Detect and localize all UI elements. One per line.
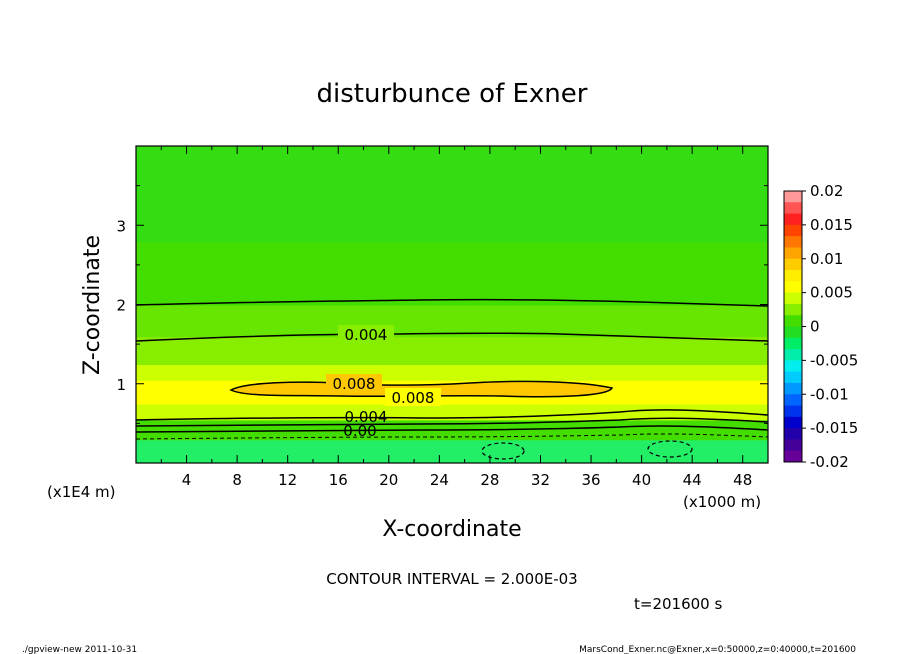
colorbar-swatch	[784, 439, 802, 452]
x-unit-left: (x1E4 m)	[47, 483, 116, 501]
band-8	[136, 146, 768, 243]
y-axis-label: Z-coordinate	[80, 235, 105, 375]
filled-contours	[136, 146, 768, 463]
colorbar-swatch	[784, 213, 802, 226]
contour-label-bg-3	[385, 388, 441, 406]
colorbar-label: -0.01	[810, 385, 849, 403]
colorbar-label: 0.02	[810, 182, 843, 200]
contour-line-002-upper	[136, 298, 768, 307]
plot-area: 0.004 0.008 0.008 0.004 0.00 4 8 12 16 20 24 2…	[116, 145, 769, 489]
colorbar-label: 0.015	[810, 216, 853, 234]
colorbar-label: 0.005	[810, 284, 853, 302]
colorbar-swatch	[784, 292, 802, 305]
colorbar-swatch	[784, 202, 802, 215]
x-tick-label: 8	[232, 471, 242, 489]
time-label: t=201600 s	[634, 595, 722, 613]
colorbar-swatch	[784, 191, 802, 203]
colorbar-swatch	[784, 326, 802, 339]
contour-label-2: 0.008	[333, 375, 376, 393]
band-0	[136, 439, 768, 463]
footer-left: ./gpview-new 2011-10-31	[22, 645, 137, 654]
contour-line-004-lower	[136, 409, 768, 421]
contour-label-bg-1	[338, 325, 394, 343]
x-unit-right: (x1000 m)	[683, 493, 761, 511]
x-tick-label: 20	[379, 471, 398, 489]
colorbar-swatch	[784, 349, 802, 361]
y-tick-label: 3	[116, 217, 126, 235]
colorbar-swatch	[784, 303, 802, 316]
colorbar-swatch	[784, 258, 802, 271]
colorbar-swatch	[784, 315, 802, 327]
contour-label-1: 0.004	[345, 326, 388, 344]
colorbar-label: 0	[810, 318, 820, 336]
footer-right: MarsCond_Exner.nc@Exner,x=0:50000,z=0:40…	[579, 645, 856, 654]
band-5	[136, 331, 768, 365]
x-tick-label: 24	[430, 471, 449, 489]
chart-title: disturbunce of Exner	[317, 79, 588, 109]
contour-label-5: 0.00	[343, 422, 376, 440]
x-tick-label: 36	[581, 471, 600, 489]
contour-line-000	[136, 425, 768, 433]
contour-label-bg-2	[326, 374, 382, 392]
colorbar-swatch	[784, 360, 802, 373]
contour-lines	[136, 298, 768, 460]
x-tick-label: 12	[278, 471, 297, 489]
contour-label-4: 0.004	[345, 408, 388, 426]
colorbar-swatch	[784, 450, 802, 463]
y-tick-label: 1	[116, 376, 126, 394]
x-tick-label: 16	[329, 471, 348, 489]
band-7	[136, 236, 768, 306]
x-tick-label: 28	[480, 471, 499, 489]
colorbar-swatch	[784, 337, 802, 350]
colorbar-swatch	[784, 281, 802, 294]
x-tick-label: 48	[733, 471, 752, 489]
band-6	[136, 299, 768, 338]
x-tick-label: 40	[632, 471, 651, 489]
contour-interval: CONTOUR INTERVAL = 2.000E-03	[326, 570, 577, 588]
colorbar-label: -0.015	[810, 419, 858, 437]
colorbar-swatch	[784, 236, 802, 248]
colorbar: 0.02 0.015 0.01 0.005 0 -0.005 -0.01 -0.015 -0.0…	[783, 182, 858, 471]
colorbar-swatch	[784, 416, 802, 429]
colorbar-swatch	[784, 428, 802, 440]
contour-line-002-lower	[136, 417, 768, 427]
colorbar-swatch	[784, 247, 802, 260]
contour-neg-ellipse-right	[647, 440, 693, 458]
y-tick-label: 2	[116, 297, 126, 315]
colorbar-swatch	[784, 382, 802, 395]
x-tick-label: 4	[182, 471, 192, 489]
colorbar-swatch	[784, 371, 802, 384]
x-tick-label: 32	[531, 471, 550, 489]
colorbar-label: -0.02	[810, 453, 849, 471]
colorbar-swatch	[784, 394, 802, 407]
contour-line-004-upper	[136, 332, 768, 342]
colorbar-label: -0.005	[810, 351, 858, 369]
colorbar-swatch	[784, 270, 802, 282]
x-tick-label: 44	[683, 471, 702, 489]
contour-label-3: 0.008	[392, 389, 435, 407]
contour-neg-ellipse-left	[481, 442, 525, 460]
colorbar-swatch	[784, 405, 802, 418]
colorbar-label: 0.01	[810, 250, 843, 268]
x-axis-label: X-coordinate	[382, 517, 521, 542]
contour-line-neg	[136, 433, 768, 440]
colorbar-swatch	[784, 224, 802, 237]
